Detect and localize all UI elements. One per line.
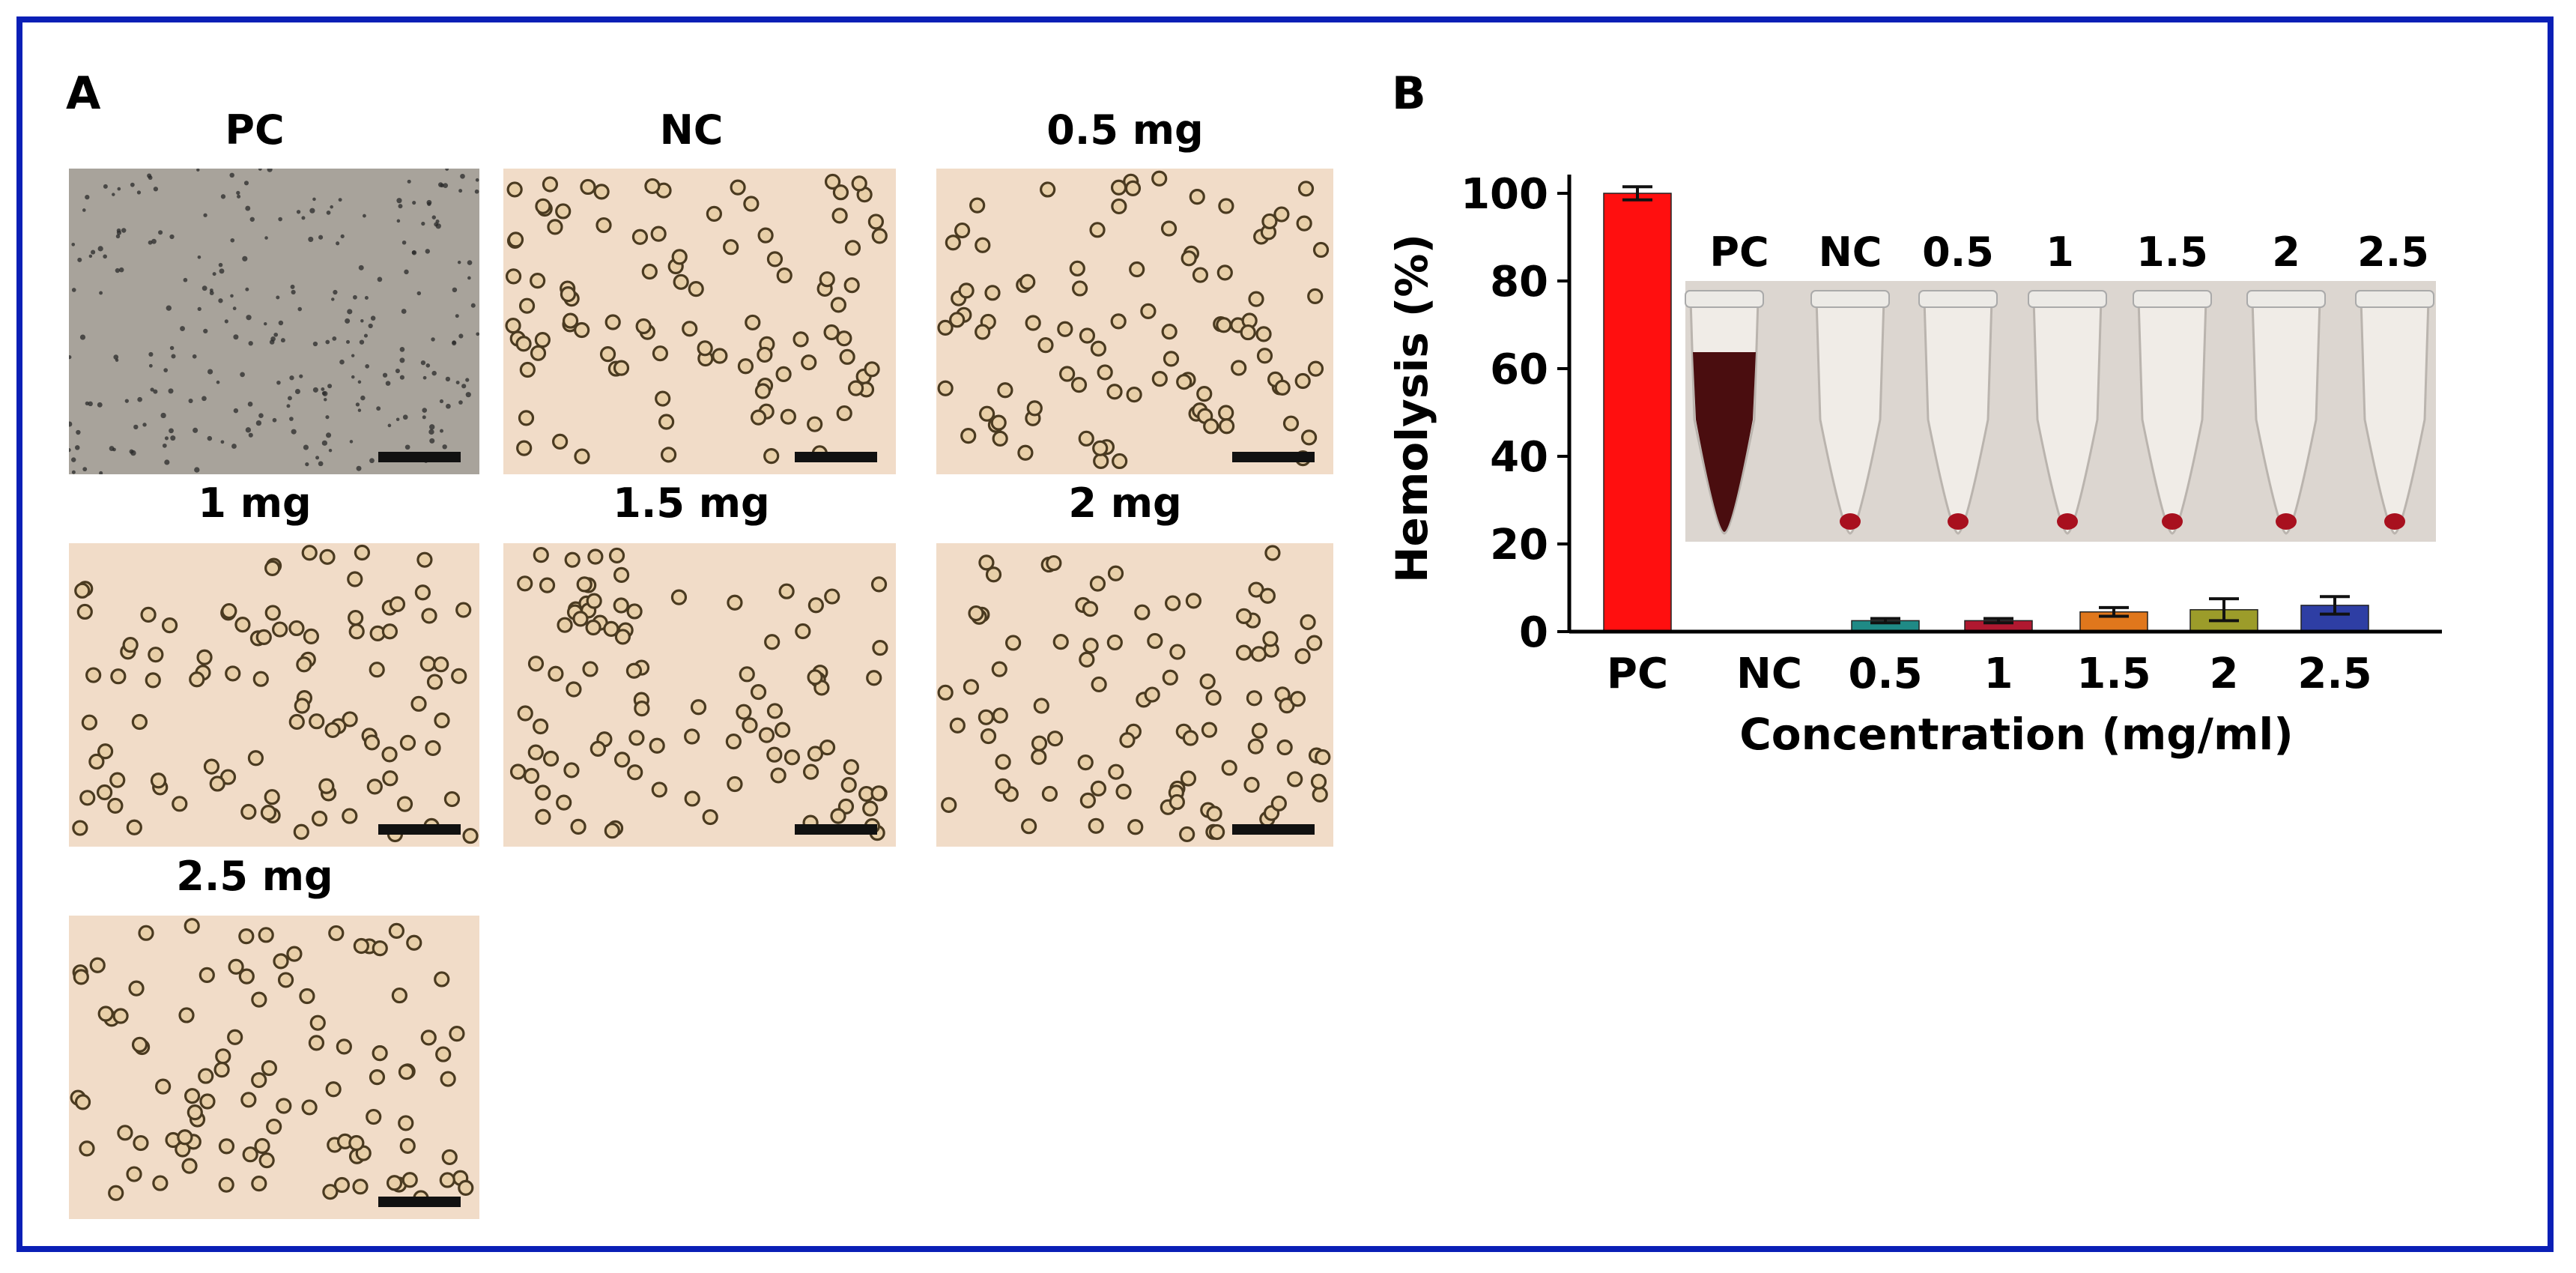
- micrograph-1-5mg: [503, 543, 896, 847]
- micrograph-svg: [936, 543, 1333, 847]
- rbc-pellet: [2162, 513, 2183, 530]
- error-bar-2: [2209, 597, 2239, 623]
- micro-label-pc: PC: [225, 106, 285, 154]
- error-bar-0.5: [1870, 617, 1900, 625]
- micrograph-0-5mg: [936, 169, 1333, 474]
- tube-label-2: 0.5: [1922, 229, 1994, 276]
- tube-5: [2246, 290, 2326, 535]
- tube-label-6: 2.5: [2357, 229, 2429, 276]
- tube-2: [1918, 290, 1998, 535]
- micrograph-svg: [503, 169, 896, 474]
- y-tick-label-0: 0: [1519, 608, 1548, 657]
- error-bar-2.5: [2320, 595, 2350, 616]
- tube-label-0: PC: [1709, 229, 1769, 276]
- y-tick-label-40: 40: [1490, 433, 1548, 482]
- micrograph-svg: [69, 169, 479, 474]
- micrograph-2mg: [936, 543, 1333, 847]
- micrograph-svg: [503, 543, 896, 847]
- rbc-pellet: [2276, 513, 2297, 530]
- y-axis-title: Hemolysis (%): [1387, 234, 1437, 583]
- rbc-pellet: [2384, 513, 2405, 530]
- tube-label-3: 1: [2046, 229, 2074, 276]
- tube-4: [2133, 290, 2212, 535]
- scale-bar: [378, 1197, 461, 1207]
- y-tick-label-60: 60: [1490, 345, 1548, 394]
- y-tick-label-100: 100: [1461, 170, 1548, 219]
- scale-bar: [795, 824, 877, 835]
- lysed-blood: [1693, 352, 1756, 532]
- error-bar-1.5: [2099, 605, 2129, 618]
- micrograph-pc: [69, 169, 479, 474]
- error-bar-PC: [1622, 185, 1652, 202]
- micrograph-svg: [936, 169, 1333, 474]
- x-tick-label-1: 1: [1984, 650, 2013, 698]
- tube-3: [2028, 290, 2107, 535]
- y-tick-label-20: 20: [1490, 521, 1548, 569]
- rbc-pellet: [1840, 513, 1861, 530]
- x-tick-label-2.5: 2.5: [2297, 650, 2372, 698]
- x-tick-label-0.5: 0.5: [1848, 650, 1922, 698]
- bar-PC: [1603, 193, 1672, 632]
- tube-label-5: 2: [2272, 229, 2300, 276]
- micro-label-1mg: 1 mg: [198, 480, 312, 527]
- y-tick-label-80: 80: [1490, 258, 1548, 306]
- panel-a-letter: A: [66, 67, 101, 120]
- micrograph-svg: [69, 916, 479, 1219]
- micrograph-nc: [503, 169, 896, 474]
- x-tick-label-1.5: 1.5: [2076, 650, 2151, 698]
- rbc-pellet: [1948, 513, 1969, 530]
- tube-6: [2355, 290, 2434, 535]
- micrograph-svg: [69, 543, 479, 847]
- x-axis-title: Concentration (mg/ml): [1739, 709, 2294, 760]
- x-tick-label-NC: NC: [1736, 650, 1802, 698]
- x-tick-label-2: 2: [2210, 650, 2239, 698]
- tube-0: [1685, 290, 1764, 535]
- scale-bar: [378, 824, 461, 835]
- scale-bar: [1232, 452, 1315, 462]
- micrograph-2-5mg: [69, 916, 479, 1219]
- error-bar-1: [1983, 617, 2013, 625]
- tube-photo-inset: [1685, 281, 2436, 542]
- x-tick-label-PC: PC: [1607, 650, 1668, 698]
- micro-label-1-5mg: 1.5 mg: [613, 480, 770, 527]
- tube-label-4: 1.5: [2136, 229, 2208, 276]
- micro-label-2-5mg: 2.5 mg: [176, 853, 333, 900]
- micrograph-1mg: [69, 543, 479, 847]
- scale-bar: [795, 452, 877, 462]
- micro-label-0-5mg: 0.5 mg: [1046, 106, 1204, 154]
- scale-bar: [1232, 824, 1315, 835]
- rbc-pellet: [2057, 513, 2078, 530]
- micro-label-2mg: 2 mg: [1068, 480, 1182, 527]
- tube-1: [1810, 290, 1890, 535]
- tube-label-1: NC: [1819, 229, 1882, 276]
- micro-label-nc: NC: [659, 106, 724, 154]
- scale-bar: [378, 452, 461, 462]
- panel-b-letter: B: [1392, 67, 1426, 120]
